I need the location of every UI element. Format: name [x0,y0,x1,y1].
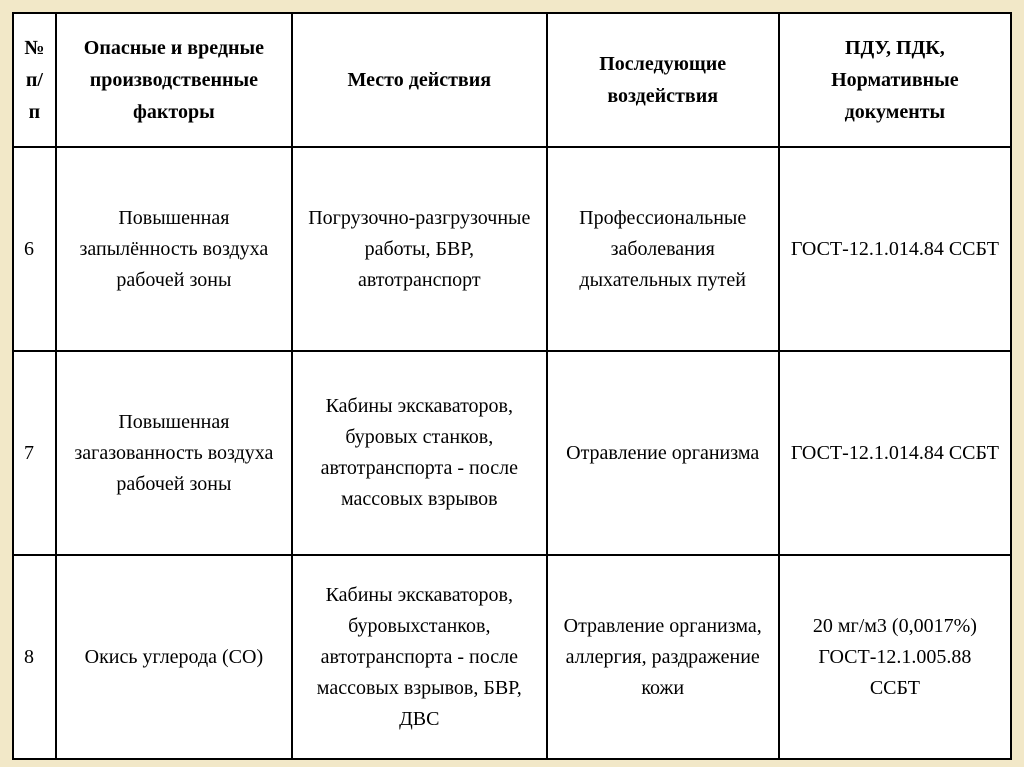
cell-place: Погрузочно-разгрузочные работы, БВР, авт… [292,147,547,351]
cell-num: 7 [13,351,56,555]
table-row: 8 Окись углерода (СО) Кабины экскаваторо… [13,555,1011,759]
table-row: 7 Повышенная загазованность воздуха рабо… [13,351,1011,555]
cell-num: 6 [13,147,56,351]
cell-effect: Отравление организма [547,351,779,555]
col-header-num-text: № п/п [24,37,44,123]
table-header-row: № п/п Опасные и вредные производственные… [13,13,1011,147]
col-header-factor: Опасные и вредные производственные факто… [56,13,292,147]
cell-num: 8 [13,555,56,759]
cell-effect: Отравление организма, аллергия, раздраже… [547,555,779,759]
cell-norm-text: 20 мг/м3 (0,0017%) ГОСТ-12.1.005.88 ССБТ [813,615,977,699]
cell-factor: Повышенная запылённость воздуха рабочей … [56,147,292,351]
col-header-place: Место действия [292,13,547,147]
cell-place: Кабины экскаваторов, буровых станков, ав… [292,351,547,555]
page: № п/п Опасные и вредные производственные… [0,0,1024,767]
col-header-num: № п/п [13,13,56,147]
col-header-norm: ПДУ, ПДК, Нормативные документы [779,13,1011,147]
cell-norm: 20 мг/м3 (0,0017%) ГОСТ-12.1.005.88 ССБТ [779,555,1011,759]
cell-effect: Профессиональные заболевания дыхательных… [547,147,779,351]
cell-factor: Повышенная загазованность воздуха рабоче… [56,351,292,555]
cell-norm-text: ГОСТ-12.1.014.84 ССБТ [791,442,999,464]
table-row: 6 Повышенная запылённость воздуха рабоче… [13,147,1011,351]
hazards-table: № п/п Опасные и вредные производственные… [12,12,1012,760]
col-header-effect: Последующие воздействия [547,13,779,147]
cell-norm: ГОСТ-12.1.014.84 ССБТ [779,351,1011,555]
cell-place: Кабины экскаваторов, буровыхстанков, авт… [292,555,547,759]
cell-norm: ГОСТ-12.1.014.84 ССБТ [779,147,1011,351]
cell-factor: Окись углерода (СО) [56,555,292,759]
cell-norm-text: ГОСТ-12.1.014.84 ССБТ [791,238,999,260]
